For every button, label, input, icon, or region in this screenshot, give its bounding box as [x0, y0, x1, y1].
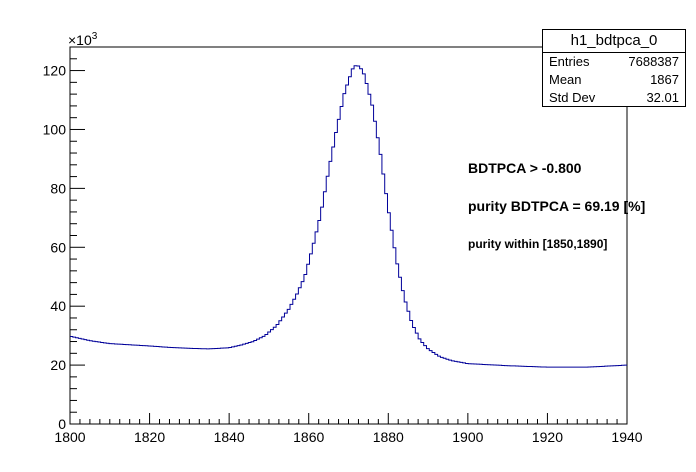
stats-box: h1_bdtpca_0 Entries 7688387 Mean 1867 St… — [542, 29, 686, 107]
stats-value: 1867 — [650, 72, 679, 87]
y-multiplier-exponent: 3 — [92, 31, 98, 42]
cut-annotation: BDTPCA > -0.800 — [468, 160, 582, 176]
stats-label: Mean — [549, 72, 582, 87]
y-tick-label: 80 — [50, 180, 66, 196]
stats-value: 7688387 — [628, 54, 679, 69]
y-multiplier: ×103 — [68, 31, 98, 48]
x-tick-label: 1940 — [611, 429, 642, 445]
stats-title: h1_bdtpca_0 — [543, 30, 685, 53]
x-tick-labels: 1800 1820 1840 1860 1880 1900 1920 1940 — [54, 429, 642, 445]
x-tick-label: 1860 — [293, 429, 324, 445]
stats-value: 32.01 — [646, 90, 679, 105]
histogram-line — [70, 65, 627, 368]
stats-row-stddev: Std Dev 32.01 — [543, 89, 685, 107]
y-tick-label: 0 — [58, 416, 66, 432]
y-tick-labels: 0 20 40 60 80 100 120 — [43, 63, 67, 432]
x-tick-label: 1920 — [532, 429, 563, 445]
x-tick-label: 1840 — [214, 429, 245, 445]
purity-annotation: purity BDTPCA = 69.19 [%] — [468, 198, 646, 214]
y-tick-label: 20 — [50, 357, 66, 373]
x-tick-label: 1800 — [54, 429, 85, 445]
y-tick-label: 40 — [50, 298, 66, 314]
x-tick-label: 1900 — [452, 429, 483, 445]
stats-label: Std Dev — [549, 90, 596, 105]
x-tick-label: 1820 — [134, 429, 165, 445]
axis-ticks — [69, 46, 628, 425]
y-tick-label: 60 — [50, 239, 66, 255]
y-tick-label: 100 — [43, 121, 67, 137]
purity-window-annotation: purity within [1850,1890] — [468, 237, 608, 251]
stats-label: Entries — [549, 54, 590, 69]
y-tick-label: 120 — [43, 63, 67, 79]
stats-row-mean: Mean 1867 — [543, 71, 685, 89]
stats-row-entries: Entries 7688387 — [543, 53, 685, 71]
x-tick-label: 1880 — [373, 429, 404, 445]
y-multiplier-base: ×10 — [68, 32, 92, 48]
